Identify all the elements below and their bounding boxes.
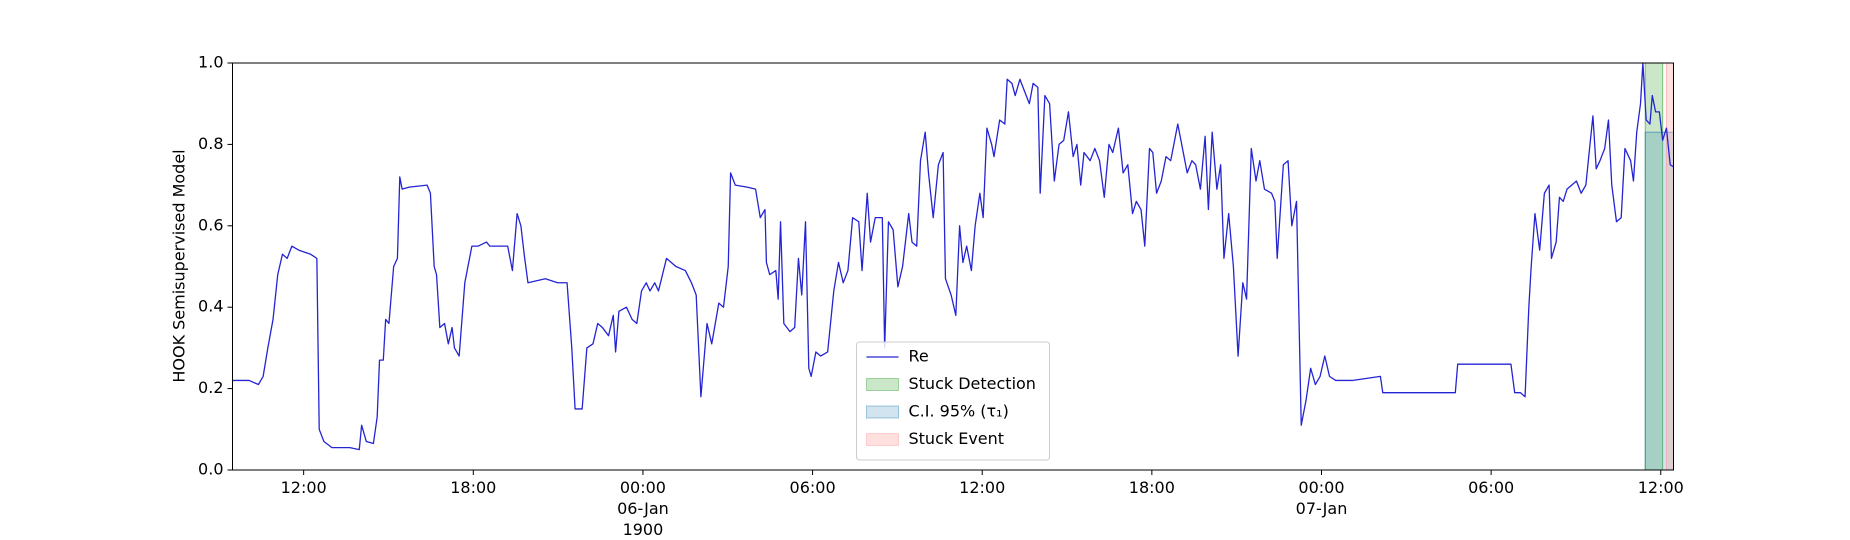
chart: HOOK Semisupervised Model 0.0 0.2 0.4 0.6 0.… [170, 53, 1674, 479]
legend-label: Stuck Detection [909, 374, 1036, 393]
x-tick-label: 18:00 [1128, 478, 1175, 497]
y-tick-label: 0.0 [198, 460, 223, 479]
x-tick-label: 06:00 [789, 478, 836, 497]
x-tick-label: 00:00 06-Jan 1900 [617, 478, 669, 539]
x-tick-label: 12:00 [280, 478, 327, 497]
legend-label: C.I. 95% (τ₁) [909, 402, 1009, 421]
span [1665, 62, 1674, 471]
legend-label: Stuck Event [909, 429, 1005, 448]
data-line [232, 62, 1674, 451]
legend: Re Stuck Detection C.I. 95% (τ₁) Stuck Even… [856, 341, 1050, 461]
x-tick-label: 00:00 07-Jan [1295, 478, 1348, 518]
y-tick-label: 0.6 [198, 215, 223, 234]
x-tick-label: 12:00 [1637, 478, 1684, 497]
x-tick-label: 12:00 [959, 478, 1006, 497]
y-tick-label: 0.4 [198, 297, 223, 316]
x-tick-label: 06:00 [1468, 478, 1515, 497]
legend-swatch [866, 378, 899, 391]
y-tick-label: 1.0 [198, 53, 223, 72]
y-axis-label: HOOK Semisupervised Model [170, 149, 189, 382]
legend-swatch [866, 433, 899, 446]
legend-label: Re [909, 347, 929, 366]
page: HOOK Semisupervised Model 0.0 0.2 0.4 0.6 0.… [169, 52, 1684, 539]
x-tick-label: 18:00 [450, 478, 497, 497]
axes-frame [232, 62, 1674, 471]
legend-swatch [866, 405, 899, 419]
y-tick-label: 0.2 [198, 378, 223, 397]
y-tick-label: 0.8 [198, 134, 223, 153]
span [1644, 131, 1674, 471]
legend-box [856, 341, 1050, 461]
